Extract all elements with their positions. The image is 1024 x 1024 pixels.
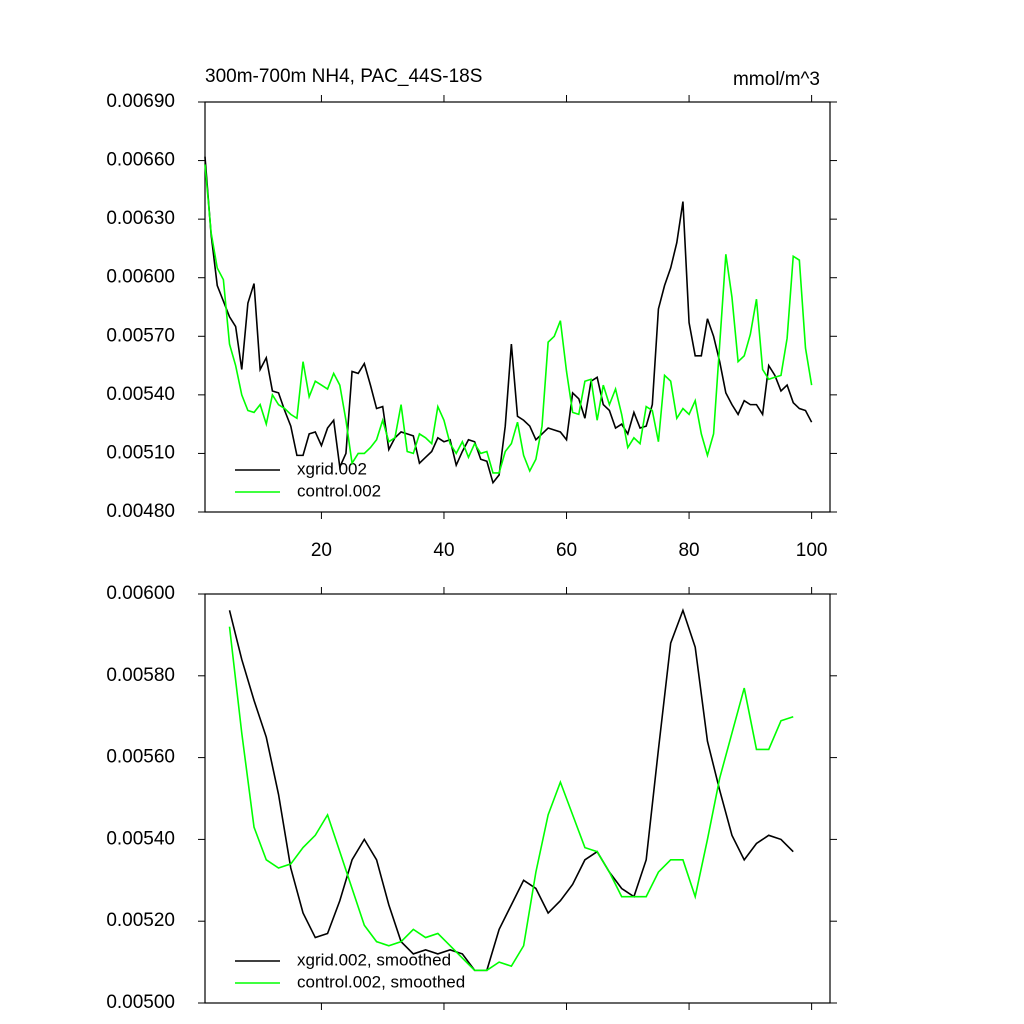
y-tick-label: 0.00660 bbox=[106, 150, 175, 171]
y-tick-label: 0.00500 bbox=[106, 992, 175, 1013]
chart-title: 300m-700m NH4, PAC_44S-18S bbox=[205, 66, 482, 87]
x-tick-label: 40 bbox=[433, 540, 454, 561]
units-label: mmol/m^3 bbox=[733, 69, 820, 90]
x-tick-label: 20 bbox=[311, 540, 332, 561]
x-tick-label: 80 bbox=[678, 540, 699, 561]
y-tick-label: 0.00560 bbox=[106, 747, 175, 768]
series-line bbox=[228, 626, 794, 972]
y-tick-label: 0.00690 bbox=[106, 91, 175, 112]
y-tick-label: 0.00580 bbox=[106, 665, 175, 686]
series-line bbox=[204, 156, 813, 485]
plot-frame bbox=[204, 101, 831, 513]
y-tick-label: 0.00600 bbox=[106, 267, 175, 288]
series-line bbox=[204, 164, 813, 474]
y-tick-label: 0.00600 bbox=[106, 583, 175, 604]
x-tick-label: 100 bbox=[796, 540, 828, 561]
legend-label: xgrid.002, smoothed bbox=[297, 950, 451, 969]
y-tick-label: 0.00630 bbox=[106, 208, 175, 229]
legend-label: xgrid.002 bbox=[297, 459, 367, 478]
plot-frame bbox=[204, 593, 831, 1004]
x-tick-label: 60 bbox=[556, 540, 577, 561]
y-tick-label: 0.00540 bbox=[106, 384, 175, 405]
y-tick-label: 0.00480 bbox=[106, 501, 175, 522]
y-tick-label: 0.00510 bbox=[106, 442, 175, 463]
legend-label: control.002, smoothed bbox=[297, 972, 465, 991]
y-tick-label: 0.00520 bbox=[106, 910, 175, 931]
legend-label: control.002 bbox=[297, 481, 381, 500]
y-tick-label: 0.00570 bbox=[106, 325, 175, 346]
series-line bbox=[228, 607, 794, 972]
y-tick-label: 0.00540 bbox=[106, 828, 175, 849]
